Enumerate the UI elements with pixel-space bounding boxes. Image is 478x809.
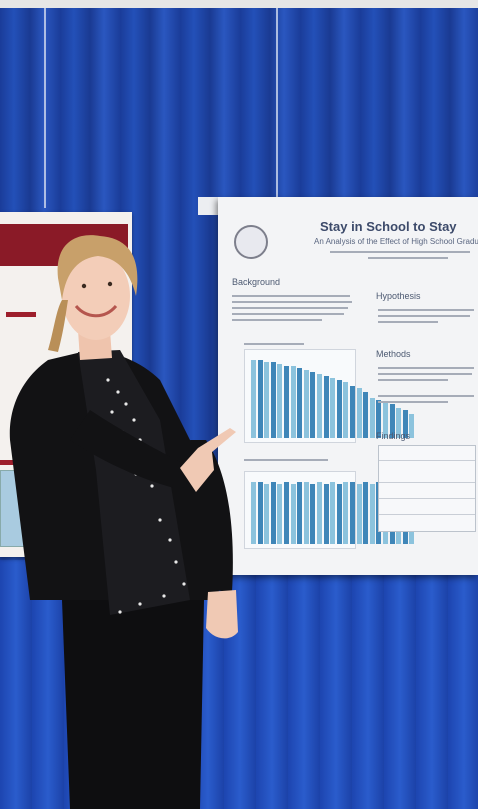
chart-caption [244, 343, 304, 345]
poster-chart-bar [323, 484, 329, 544]
poster-chart-bar [369, 398, 375, 438]
poster-text [378, 395, 474, 397]
chart-caption [244, 459, 328, 461]
poster-chart-bar [277, 364, 283, 438]
poster-chart-bar [284, 366, 289, 438]
section-heading-methods: Methods [376, 349, 411, 359]
poster-text [232, 295, 350, 297]
poster-chart-bar [363, 392, 369, 438]
poster-chart-bar [409, 414, 415, 438]
poster-text [232, 301, 352, 303]
poster-chart-bar [284, 482, 289, 544]
section-heading-background: Background [232, 277, 281, 287]
poster-chart-bottom [244, 471, 415, 549]
poster-chart-bar [290, 366, 296, 438]
poster-chart-bar [356, 388, 362, 438]
poster-chart-bar [330, 378, 336, 438]
curtain-seam [44, 8, 46, 208]
poster-chart-bar [270, 482, 276, 544]
poster-chart-bar [350, 482, 355, 544]
poster-text [232, 319, 322, 321]
poster-chart-bar [310, 484, 316, 544]
findings-table [378, 445, 476, 532]
poster-text [232, 313, 344, 315]
poster-chart-bar [257, 360, 263, 438]
poster-chart-bar [356, 484, 362, 544]
poster-chart-bar [363, 482, 369, 544]
poster-text [378, 367, 474, 369]
poster-chart-bar [369, 484, 375, 544]
poster-text [378, 315, 470, 317]
poster-chart-bar [323, 376, 329, 438]
poster-chart-bar [251, 482, 256, 544]
university-seal-icon [234, 225, 268, 259]
poster-text [378, 309, 474, 311]
poster-chart-bar [264, 362, 270, 438]
poster-text [378, 321, 438, 323]
section-heading-hypothesis: Hypothesis [376, 291, 421, 301]
poster-text [378, 401, 448, 403]
poster-chart-bar [303, 370, 309, 438]
main-poster: Stay in School to Stay An Analysis of th… [218, 197, 478, 575]
poster-chart-bar [343, 482, 349, 544]
poster-chart-bar [317, 374, 322, 438]
poster-title: Stay in School to Stay [320, 219, 457, 234]
curtain-rod [0, 0, 478, 8]
poster-chart-bar [264, 484, 270, 544]
poster-chart-bar [376, 400, 382, 438]
poster-chart-bar [317, 482, 322, 544]
poster-chart-bar [297, 482, 303, 544]
section-heading-findings: Findings [376, 431, 411, 441]
poster-chart-bar [402, 410, 408, 438]
poster-text [232, 307, 348, 309]
poster-authors [330, 251, 470, 253]
poster-chart-bar [383, 402, 388, 438]
poster-chart-bar [330, 482, 336, 544]
poster-chart-bar [343, 382, 349, 438]
poster-chart-bar [297, 368, 303, 438]
poster-chart-top [244, 349, 415, 443]
poster-chart-bar [290, 484, 296, 544]
poster-affiliation [368, 257, 448, 259]
poster-chart-bar [251, 360, 256, 438]
poster-chart-bar [350, 386, 355, 438]
curtain-seam [276, 8, 278, 208]
poster-chart-bar [310, 372, 316, 438]
poster-chart-bar [270, 362, 276, 438]
poster-subtitle: An Analysis of the Effect of High School… [314, 237, 478, 246]
poster-chart-bar [336, 484, 342, 544]
poster-chart-bar [336, 380, 342, 438]
poster-chart-bar [303, 482, 309, 544]
poster-text [378, 379, 448, 381]
poster-chart-bar [257, 482, 263, 544]
left-poster-bar [6, 312, 36, 317]
poster-chart-bar [389, 404, 395, 438]
poster-chart-bar [277, 484, 283, 544]
poster-text [378, 373, 472, 375]
poster-chart-bar [396, 408, 402, 438]
